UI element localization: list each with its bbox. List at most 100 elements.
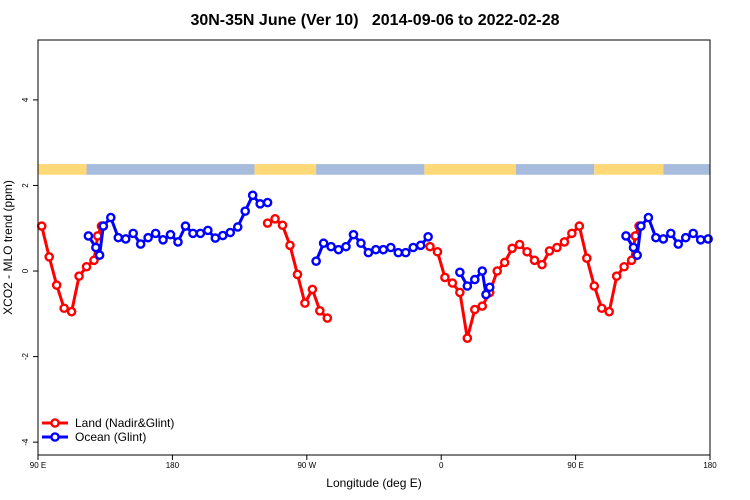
ocean-data-point xyxy=(195,228,206,239)
ocean-data-point xyxy=(469,274,480,285)
ocean-data-point xyxy=(400,247,411,258)
x-tick-label: 180 xyxy=(703,461,717,470)
ocean-data-point xyxy=(651,232,661,243)
ocean-data-point xyxy=(120,234,131,244)
ocean-data-point xyxy=(455,267,465,278)
ocean-data-point xyxy=(128,228,138,239)
ocean-data-point xyxy=(481,289,491,300)
land-data-point xyxy=(559,237,570,247)
ocean-data-point xyxy=(210,233,221,243)
land-data-point xyxy=(89,255,99,266)
ocean-data-point xyxy=(636,221,646,231)
ocean-band-segment xyxy=(515,164,595,175)
land-data-point xyxy=(469,304,480,315)
ocean-data-point xyxy=(643,212,654,223)
land-data-point xyxy=(277,220,288,231)
land-data-point xyxy=(514,239,525,250)
ocean-data-point xyxy=(484,282,495,293)
ocean-data-point xyxy=(150,228,161,239)
ocean-data-point xyxy=(695,234,706,245)
ocean-data-point xyxy=(311,256,321,266)
ocean-data-point xyxy=(363,247,374,258)
land-data-point xyxy=(74,271,84,281)
x-tick-label: 90 E xyxy=(30,461,46,470)
land-legend-marker xyxy=(50,418,60,428)
ocean-data-point xyxy=(621,231,631,241)
ocean-data-point xyxy=(628,242,639,253)
land-ocean-band xyxy=(38,164,710,175)
land-data-point xyxy=(455,287,465,298)
ocean-data-point xyxy=(203,225,213,236)
land-data-point xyxy=(81,261,92,272)
ocean-data-point xyxy=(113,232,124,243)
land-data-point xyxy=(537,259,547,270)
ocean-data-point xyxy=(135,239,146,249)
y-tick-label: 0 xyxy=(21,268,30,273)
land-data-point xyxy=(66,306,77,317)
ocean-data-point xyxy=(378,244,389,255)
land-data-point xyxy=(307,284,318,295)
land-data-point xyxy=(270,214,280,224)
ocean-data-point xyxy=(106,212,116,223)
x-tick-label: 90 W xyxy=(297,461,316,470)
land-band-segment xyxy=(594,164,664,175)
land-data-point xyxy=(36,221,47,231)
ocean-band-segment xyxy=(316,164,425,175)
land-data-point xyxy=(262,218,273,228)
land-data-point xyxy=(529,255,540,266)
land-series-line xyxy=(266,217,329,320)
land-data-point xyxy=(432,246,443,257)
ocean-data-point xyxy=(247,190,258,201)
legend: Land (Nadir&Glint)Ocean (Glint) xyxy=(42,416,174,444)
land-data-point xyxy=(285,240,295,251)
ocean-data-point xyxy=(165,229,176,240)
x-axis-title: Longitude (deg E) xyxy=(326,476,421,490)
land-data-point xyxy=(552,242,562,253)
ocean-band-segment xyxy=(86,164,255,175)
land-data-point xyxy=(322,313,333,323)
land-data-point xyxy=(44,252,55,262)
y-tick-label: -4 xyxy=(21,438,30,446)
land-band-segment xyxy=(38,164,87,175)
chart-title: 30N-35N June (Ver 10) 2014-09-06 to 2022… xyxy=(190,12,559,29)
land-data-point xyxy=(300,298,310,308)
ocean-data-point xyxy=(680,232,691,243)
ocean-data-point xyxy=(462,281,473,291)
land-data-point xyxy=(574,221,585,231)
land-data-point xyxy=(315,306,325,316)
land-data-point xyxy=(596,303,607,314)
ocean-data-point xyxy=(333,244,344,255)
ocean-data-point xyxy=(91,242,101,253)
ocean-data-point xyxy=(666,228,676,239)
land-series-line xyxy=(429,224,641,340)
land-data-point xyxy=(619,261,629,272)
land-data-point xyxy=(51,280,62,290)
ocean-data-point xyxy=(673,239,684,249)
land-data-point xyxy=(604,306,615,317)
ocean-data-point xyxy=(180,221,191,231)
land-data-point xyxy=(59,303,69,314)
y-axis-title: XCO2 - MLO trend (ppm) xyxy=(1,180,15,315)
series-layer xyxy=(36,190,713,344)
y-tick-label: 4 xyxy=(21,97,30,102)
ocean-band-segment xyxy=(663,164,710,175)
ocean-data-point xyxy=(173,237,183,247)
ocean-data-point xyxy=(423,232,433,242)
ocean-data-point xyxy=(348,229,359,240)
land-data-point xyxy=(544,246,555,256)
ocean-data-point xyxy=(415,240,426,251)
land-data-point xyxy=(477,301,488,311)
land-data-point xyxy=(292,269,303,280)
ocean-data-point xyxy=(94,250,105,261)
land-legend-label: Land (Nadir&Glint) xyxy=(75,416,174,430)
x-tick-label: 90 E xyxy=(567,461,583,470)
ocean-data-point xyxy=(408,242,419,253)
ocean-data-point xyxy=(188,228,198,239)
land-data-point xyxy=(582,253,592,263)
ocean-data-point xyxy=(326,241,336,252)
land-band-segment xyxy=(254,164,317,175)
plot-frame xyxy=(37,39,711,456)
y-tick-label: -2 xyxy=(21,352,30,360)
x-tick-label: 180 xyxy=(166,461,180,470)
ocean-data-point xyxy=(158,234,168,245)
